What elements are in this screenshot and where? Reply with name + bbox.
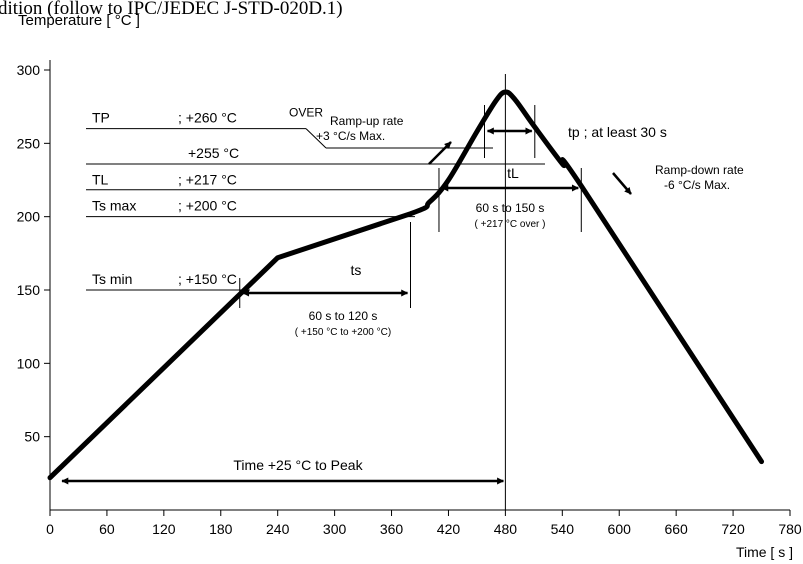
x-tick-label: 540 [551,521,575,537]
ref-label: TP [92,110,110,126]
x-tick-label: 300 [323,521,347,537]
tl-range-text: 60 s to 150 s [476,201,545,215]
tp-label: tp ; at least 30 s [568,124,667,140]
tick-group: 0 60 120 180 240 300 360 420 480 540 600 660 720 780 5… [17,62,802,537]
tl-temp-text: ( +217 °C over ) [475,219,546,230]
reference-lines: TP ; +260 °C OVER +255 °C TL ; +217 °C Ts max;… [86,106,545,291]
ref-value: ; +150 °C [178,271,237,287]
x-tick-label: 480 [494,521,518,537]
ts-range-text: 60 s to 120 s [309,309,378,323]
ref-leader-tp [305,128,327,149]
x-tick-label: 420 [437,521,461,537]
ramp-up-arrow [428,141,452,165]
y-axis-label: Temperature [ °C ] [18,12,140,29]
ramp-down-arrow [612,172,632,195]
ramp-up-line1: Ramp-up rate [330,114,404,128]
x-tick-label: 0 [46,521,54,537]
y-tick-label: 50 [24,429,40,445]
x-tick-label: 600 [608,521,632,537]
time-to-peak-label: Time +25 °C to Peak [233,457,363,473]
ref-value: ; +200 °C [178,198,237,214]
ts-temp-text: ( +150 °C to +200 °C) [295,327,391,338]
ref-note: OVER [289,106,323,120]
ramp-up-line2: +3 °C/s Max. [316,129,385,143]
ref-value: ; +260 °C [178,110,237,126]
tl-label: tL [507,165,519,181]
y-tick-label: 100 [17,355,41,371]
x-tick-label: 780 [778,521,802,537]
y-tick-label: 300 [17,62,41,78]
ts-label: ts [351,262,362,278]
x-tick-label: 720 [721,521,745,537]
header-text: dition (follow to IPC/JEDEC J-STD-020D.1… [0,0,343,19]
y-tick-label: 200 [17,209,41,225]
x-tick-label: 660 [664,521,688,537]
ramp-down-line1: Ramp-down rate [655,163,744,177]
x-tick-label: 120 [152,521,176,537]
y-tick-label: 150 [17,282,41,298]
interval-markers [61,74,582,510]
y-tick-label: 250 [17,135,41,151]
ramp-down-line2: -6 °C/s Max. [664,178,730,192]
ref-value: +255 °C [188,145,239,161]
profile-curve [47,89,765,481]
x-tick-label: 180 [209,521,233,537]
ref-value: ; +217 °C [178,172,237,188]
ref-label: Ts max [92,198,136,214]
x-tick-label: 240 [266,521,290,537]
ref-label: TL [92,172,109,188]
ref-label: Ts min [92,271,132,287]
x-tick-label: 360 [380,521,404,537]
x-tick-label: 60 [99,521,115,537]
x-axis-label: Time [ s ] [736,544,793,560]
